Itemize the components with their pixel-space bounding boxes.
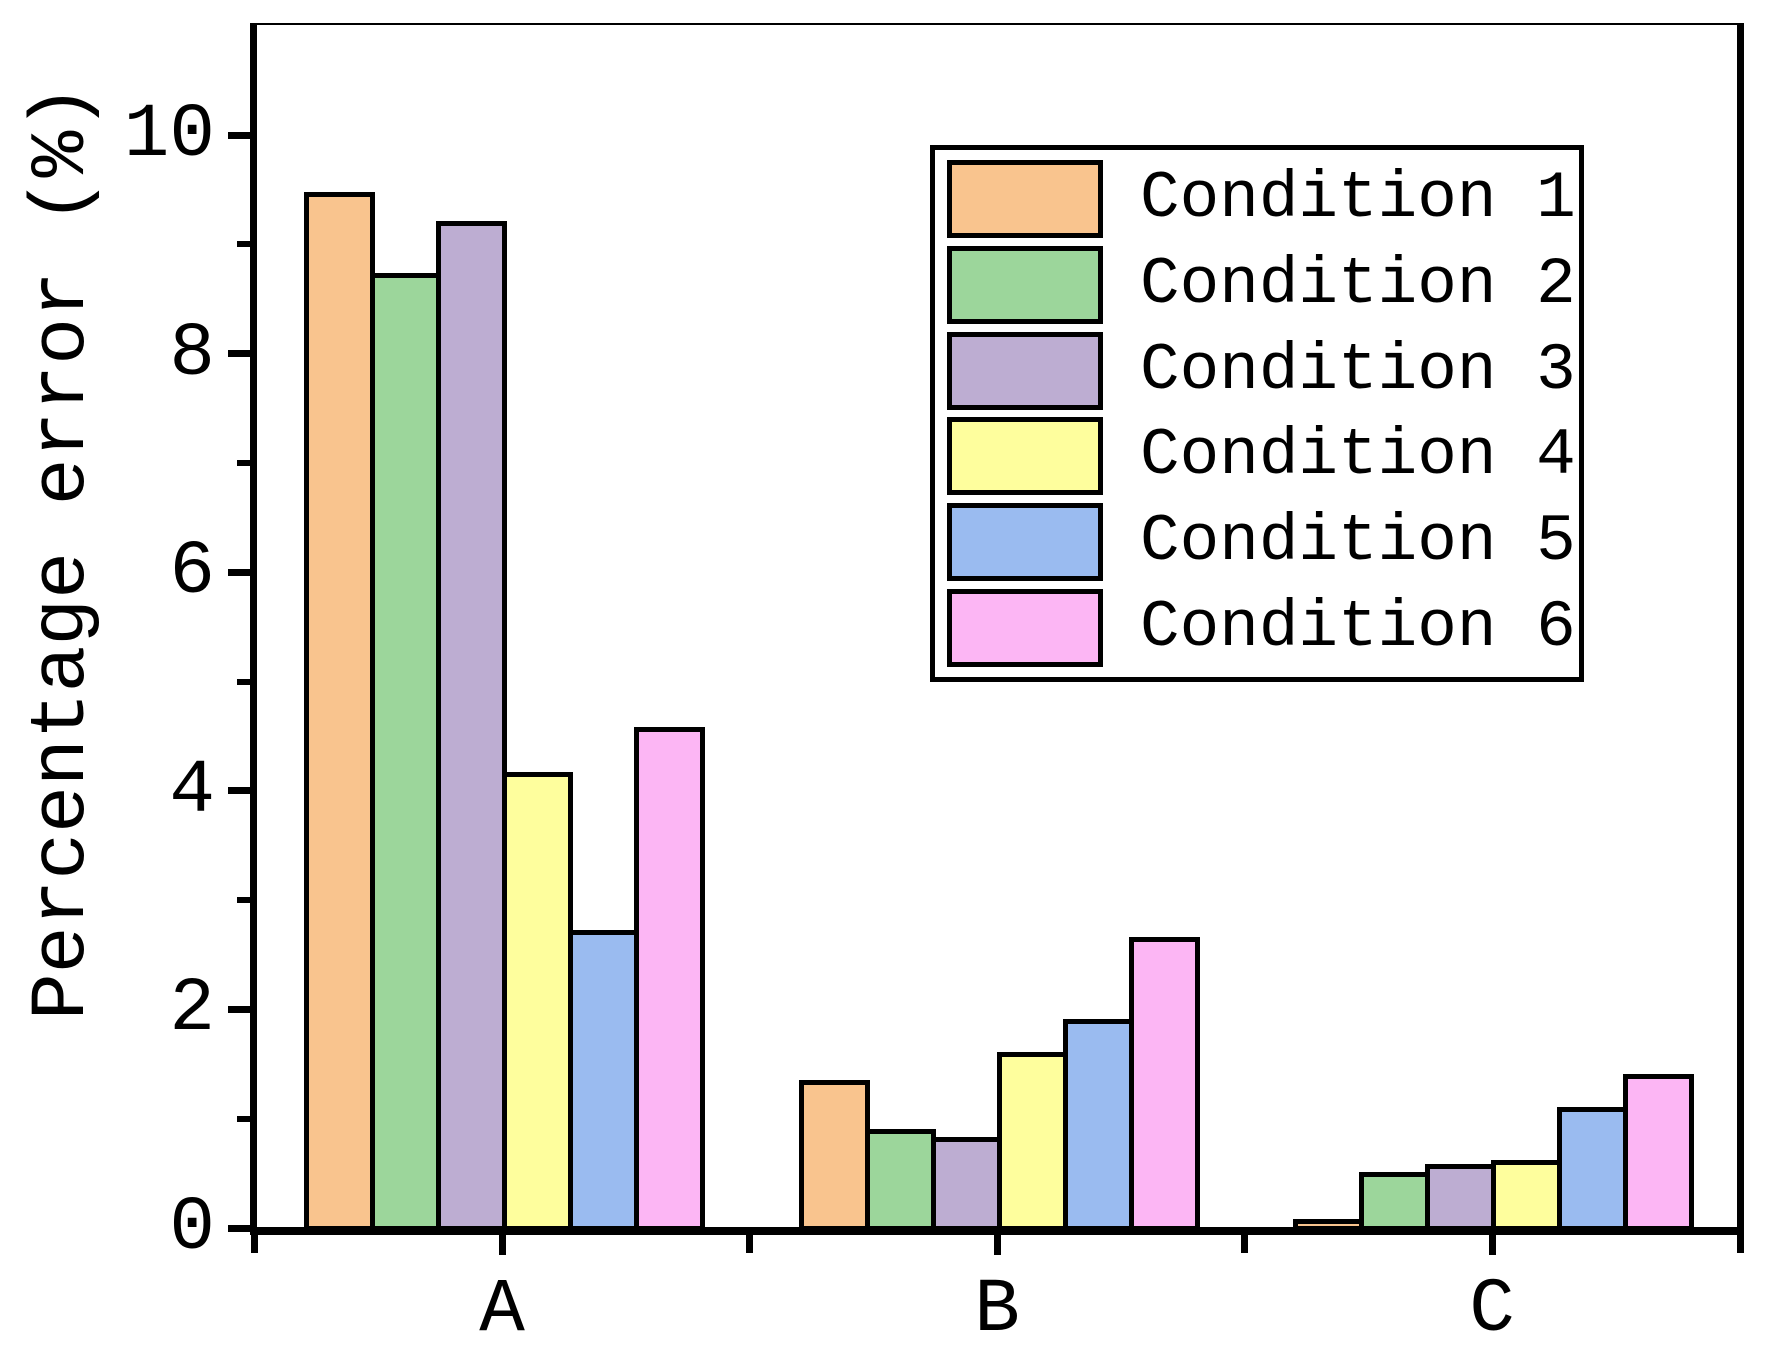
y-axis-tick-label: 2 — [169, 966, 215, 1053]
bar-A-condition-5 — [568, 930, 639, 1231]
legend-item: Condition 1 — [947, 159, 1579, 238]
x-axis-category-label: A — [479, 1267, 525, 1353]
y-axis-tick-label: 0 — [169, 1185, 215, 1271]
y-axis-tick-major — [228, 1224, 250, 1232]
x-axis-boundary-tick — [1241, 1235, 1248, 1253]
bar-C-condition-4 — [1491, 1160, 1562, 1231]
y-axis-tick-major — [228, 1005, 250, 1013]
plot-frame-top — [250, 23, 1744, 25]
y-axis-tick-minor — [237, 459, 250, 466]
y-axis-tick-major — [228, 787, 250, 795]
bar-C-condition-6 — [1623, 1074, 1694, 1231]
y-axis-line — [250, 23, 257, 1235]
y-axis-tick-label: 6 — [169, 529, 215, 616]
y-axis-tick-major — [228, 568, 250, 576]
x-axis-tick — [994, 1235, 1001, 1255]
legend-item: Condition 5 — [947, 503, 1579, 582]
legend-swatch-condition-3 — [947, 331, 1103, 410]
bar-A-condition-1 — [304, 192, 375, 1231]
legend-swatch-condition-5 — [947, 503, 1103, 582]
y-axis-tick-label: 8 — [169, 310, 215, 397]
y-axis-tick-minor — [237, 241, 250, 248]
y-axis-tick-minor — [237, 1115, 250, 1122]
legend-item: Condition 4 — [947, 417, 1579, 496]
bar-B-condition-3 — [931, 1137, 1002, 1231]
y-axis-tick-label: 10 — [123, 92, 215, 178]
bar-B-condition-4 — [997, 1052, 1068, 1231]
x-axis-line — [250, 1227, 1744, 1235]
plot-frame-right — [1737, 23, 1744, 1235]
bar-A-condition-2 — [370, 273, 441, 1231]
bar-C-condition-1 — [1293, 1219, 1364, 1231]
legend-item: Condition 3 — [947, 331, 1579, 410]
legend-label: Condition 1 — [1140, 160, 1576, 236]
legend-swatch-condition-4 — [947, 417, 1103, 496]
x-axis-boundary-tick — [1737, 1235, 1744, 1253]
y-axis-tick-label: 4 — [169, 747, 215, 834]
legend-item: Condition 2 — [947, 245, 1579, 324]
legend-item: Condition 6 — [947, 589, 1579, 668]
x-axis-boundary-tick — [746, 1235, 753, 1253]
bar-C-condition-2 — [1359, 1172, 1430, 1231]
legend-swatch-condition-6 — [947, 589, 1103, 668]
y-axis-tick-minor — [237, 897, 250, 904]
legend-box: Condition 1 Condition 2 Condition 3 Conditi… — [930, 145, 1584, 682]
legend-label: Condition 3 — [1140, 332, 1576, 408]
x-axis-tick — [499, 1235, 506, 1255]
bar-B-condition-1 — [799, 1080, 870, 1231]
y-axis-tick-minor — [237, 678, 250, 685]
legend-swatch-condition-1 — [947, 159, 1103, 238]
bar-B-condition-5 — [1063, 1019, 1134, 1231]
bar-C-condition-3 — [1425, 1164, 1496, 1231]
bar-A-condition-4 — [502, 772, 573, 1231]
bar-A-condition-6 — [634, 727, 705, 1231]
x-axis-category-label: B — [974, 1267, 1020, 1353]
legend-label: Condition 4 — [1140, 418, 1576, 494]
legend-swatch-condition-2 — [947, 245, 1103, 324]
x-axis-category-label: C — [1469, 1267, 1515, 1353]
x-axis-tick — [1489, 1235, 1496, 1255]
y-axis-tick-major — [228, 131, 250, 139]
bar-B-condition-6 — [1129, 937, 1200, 1231]
bar-B-condition-2 — [865, 1129, 936, 1231]
legend-label: Condition 6 — [1140, 590, 1576, 666]
legend-label: Condition 2 — [1140, 246, 1576, 322]
x-axis-boundary-tick — [251, 1235, 258, 1253]
legend-label: Condition 5 — [1140, 504, 1576, 580]
bar-C-condition-5 — [1557, 1107, 1628, 1231]
bar-A-condition-3 — [436, 221, 507, 1231]
y-axis-tick-major — [228, 350, 250, 358]
